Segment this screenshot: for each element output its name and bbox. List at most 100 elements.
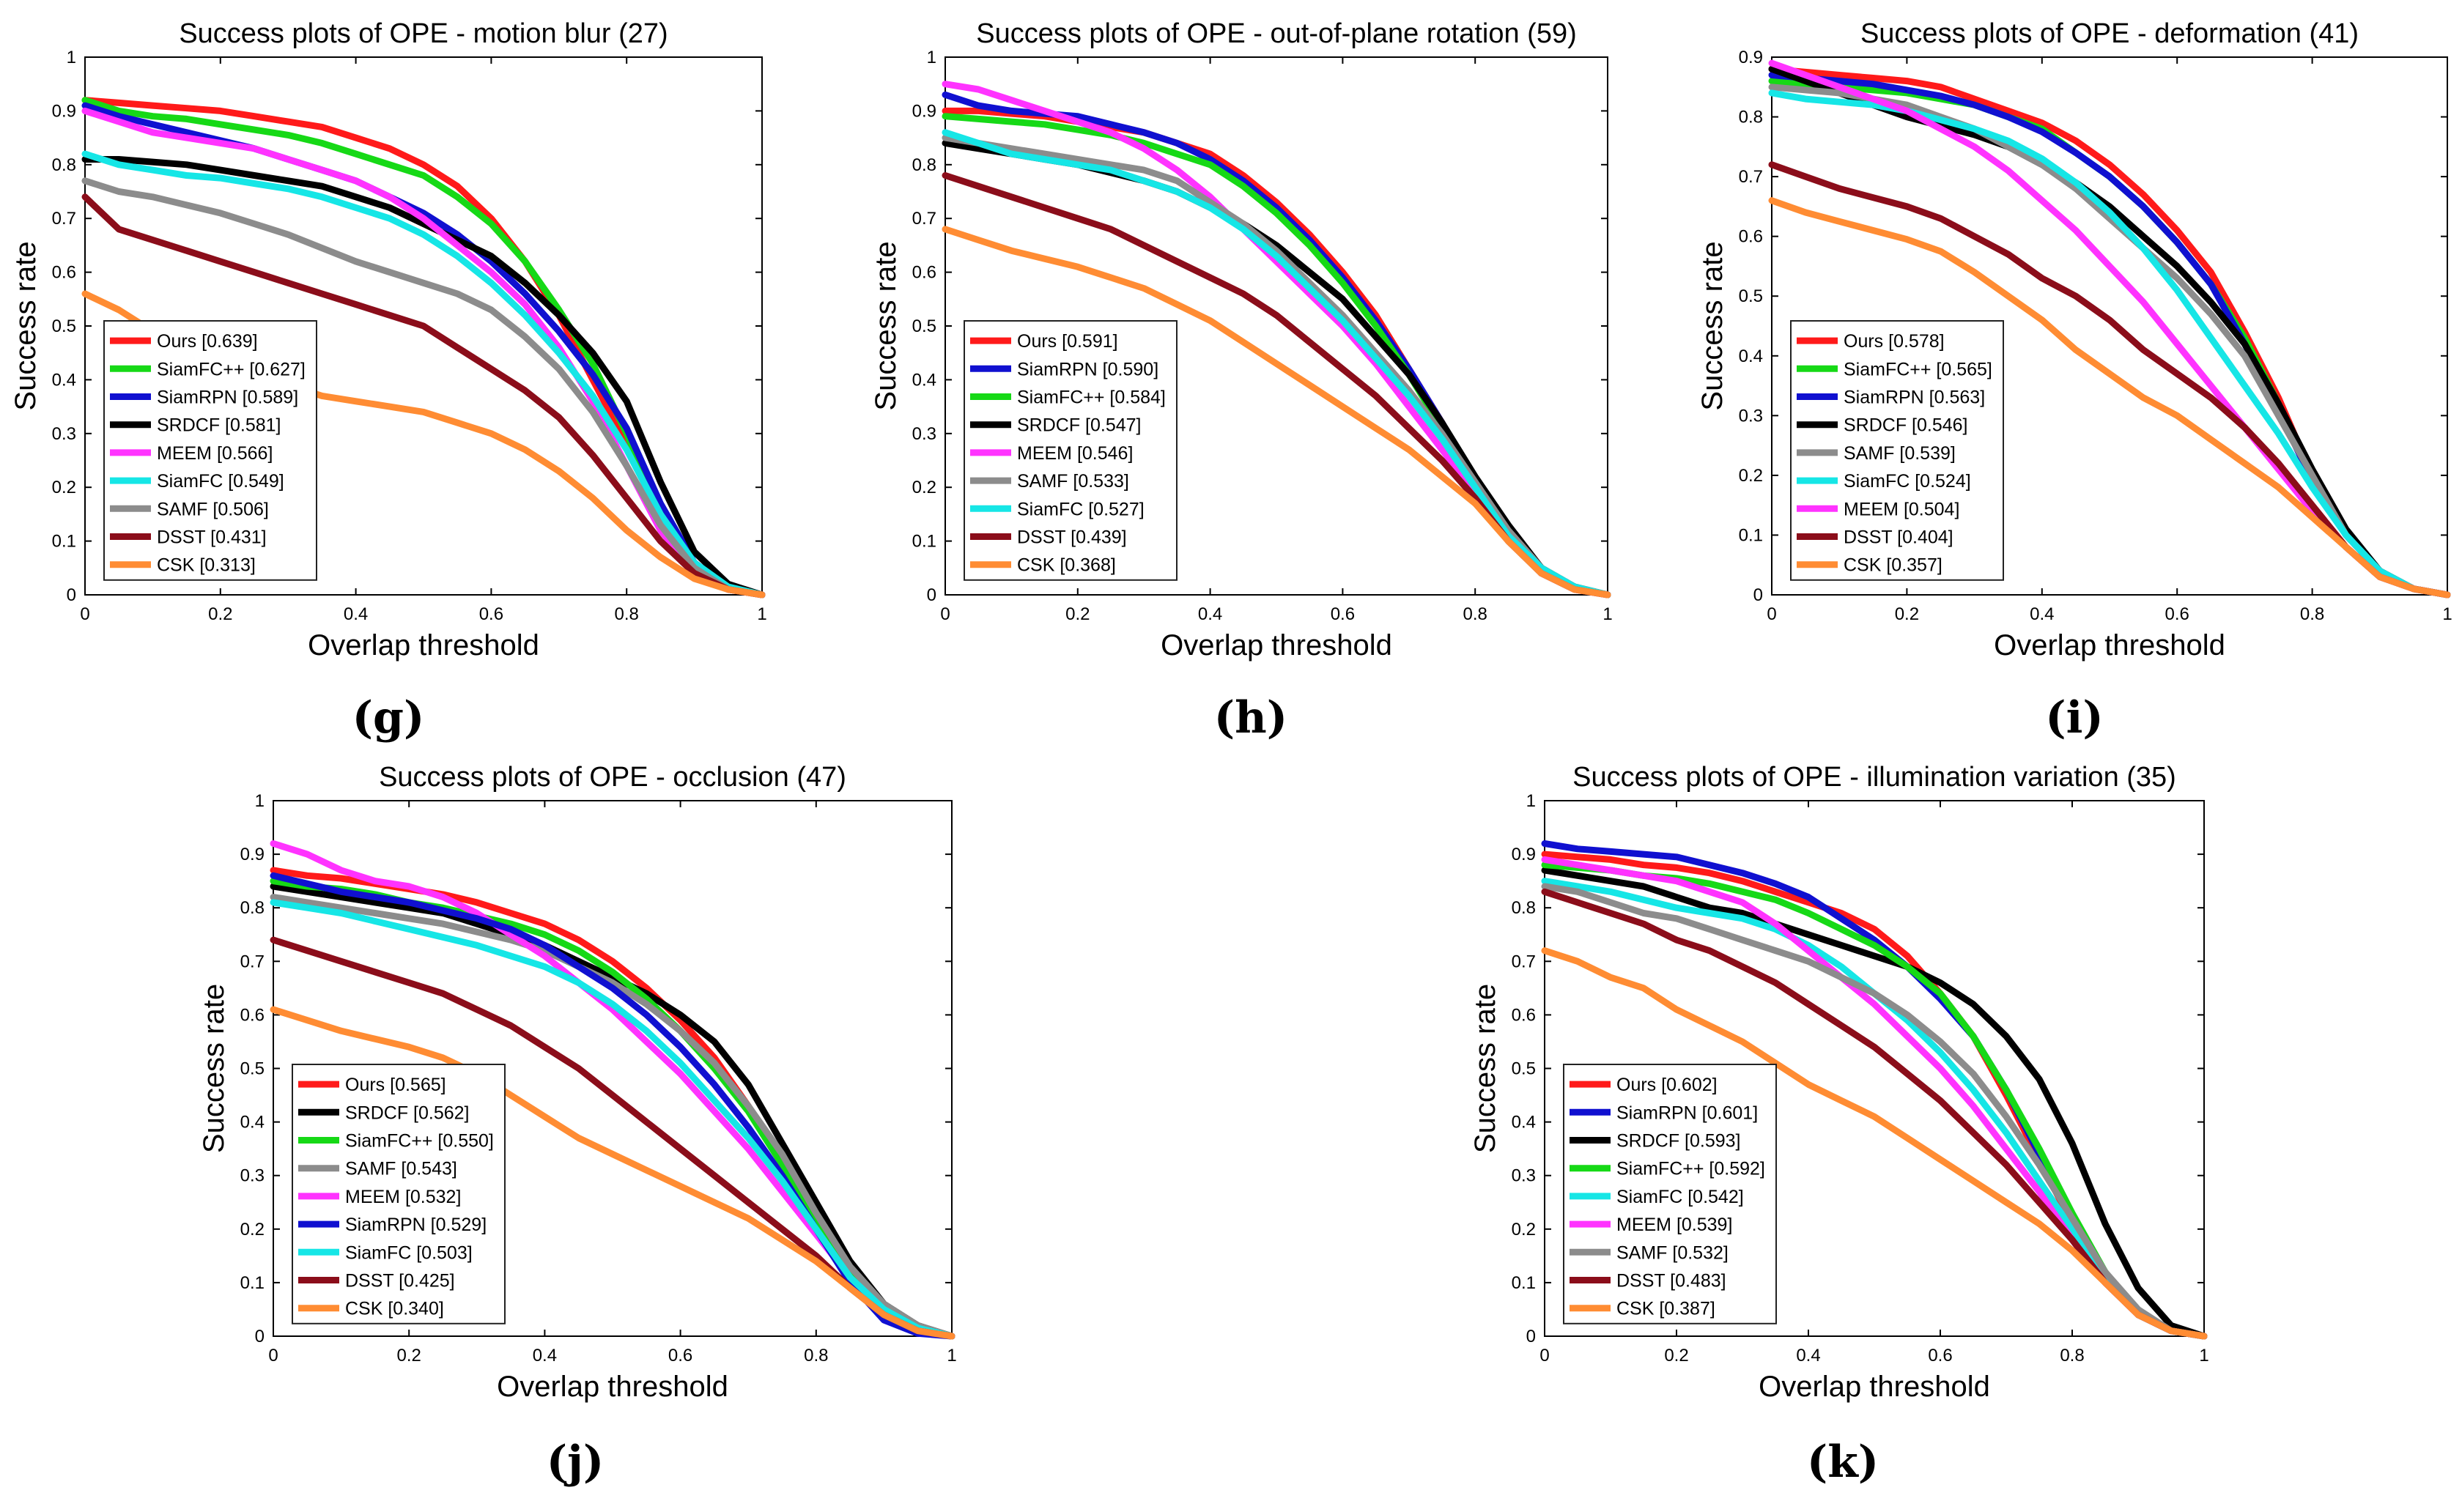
legend-item: SAMF [0.506] (110, 499, 269, 519)
legend-label: SRDCF [0.593] (1616, 1131, 1741, 1152)
chart-panel-k: 0 0.1 0.2 0.3 0.4 0.5 0.6 0.7 0.8 0.9 1 0 0.2 0.4 0.6 0… (1469, 762, 2209, 1403)
x-tick-label: 0.6 (2165, 604, 2189, 624)
y-tick-label: 0.4 (912, 370, 936, 390)
legend-label: SAMF [0.532] (1616, 1242, 1729, 1263)
y-tick-label: 0.1 (1512, 1273, 1536, 1293)
y-tick-label: 0.9 (52, 101, 76, 121)
y-axis-label: Success rate (1696, 241, 1729, 410)
legend-label: SiamRPN [0.590] (1017, 359, 1158, 379)
legend-label: SiamFC [0.503] (345, 1242, 473, 1263)
y-tick-label: 0 (927, 585, 936, 605)
chart-title: Success plots of OPE - occlusion (47) (379, 762, 846, 793)
x-tick-label: 1 (2442, 604, 2452, 624)
legend-label: SiamFC++ [0.550] (345, 1131, 494, 1152)
y-tick-label: 0.6 (240, 1005, 265, 1025)
legend-label: CSK [0.357] (1844, 555, 1942, 576)
legend-item: DSST [0.404] (1797, 527, 1953, 548)
x-tick-label: 0 (80, 604, 89, 624)
legend-item: SiamRPN [0.563] (1797, 388, 1985, 408)
y-tick-label: 0.6 (1739, 227, 1763, 247)
legend-item: SRDCF [0.581] (110, 415, 281, 436)
series-line-csk (1541, 947, 2208, 1340)
y-tick-label: 0 (67, 585, 76, 605)
x-tick-label: 0 (940, 604, 950, 624)
y-axis-label: Success rate (198, 984, 230, 1153)
legend-label: Ours [0.602] (1616, 1075, 1718, 1095)
legend-item: MEEM [0.532] (298, 1187, 461, 1207)
x-axis-label: Overlap threshold (1759, 1371, 1990, 1403)
x-tick-label: 0.8 (615, 604, 639, 624)
legend-item: SiamFC [0.542] (1570, 1187, 1744, 1207)
x-axis-label: Overlap threshold (497, 1371, 728, 1403)
legend-label: SiamFC++ [0.565] (1844, 359, 1992, 379)
y-tick-label: 0.7 (52, 209, 76, 229)
legend-item: SRDCF [0.546] (1797, 415, 1968, 436)
legend-label: SiamFC [0.524] (1844, 471, 1971, 492)
series-line-srdcf (81, 156, 766, 598)
panel-label: (h) (1214, 692, 1287, 744)
legend-label: CSK [0.387] (1616, 1299, 1715, 1319)
legend-label: MEEM [0.539] (1616, 1215, 1732, 1235)
legend: Ours [0.578] SiamFC++ [0.565] SiamRPN [0.5… (1790, 320, 2004, 581)
series-line-csk (1768, 197, 2451, 598)
y-tick-label: 0.8 (240, 898, 265, 918)
y-tick-label: 0.1 (912, 532, 936, 552)
y-tick-label: 0.4 (1739, 346, 1763, 366)
y-tick-label: 0.3 (52, 424, 76, 444)
legend-label: DSST [0.431] (157, 527, 267, 548)
legend-label: SAMF [0.539] (1844, 443, 1956, 464)
legend-item: MEEM [0.504] (1797, 499, 1959, 519)
legend-item: CSK [0.387] (1570, 1299, 1715, 1319)
legend-item: SiamFC++ [0.584] (970, 388, 1166, 408)
legend-item: SiamRPN [0.529] (298, 1215, 487, 1235)
y-tick-label: 0 (255, 1327, 265, 1346)
x-tick-label: 0.2 (1895, 604, 1919, 624)
legend-label: SiamFC [0.549] (157, 471, 284, 492)
series-line-dsst (81, 193, 766, 598)
legend-label: Ours [0.578] (1844, 331, 1945, 352)
legend-item: CSK [0.368] (970, 555, 1116, 576)
legend-label: SiamFC++ [0.584] (1017, 388, 1166, 408)
x-axis-label: Overlap threshold (308, 629, 539, 662)
y-tick-label: 0.2 (52, 478, 76, 497)
x-tick-label: 0.8 (804, 1346, 828, 1365)
legend-item: SiamRPN [0.590] (970, 359, 1158, 379)
legend-item: SiamFC++ [0.550] (298, 1131, 494, 1152)
legend-label: MEEM [0.546] (1017, 443, 1133, 464)
legend-label: SRDCF [0.562] (345, 1102, 470, 1123)
chart-title: Success plots of OPE - illumination vari… (1572, 762, 2176, 793)
y-tick-label: 0.8 (1512, 898, 1536, 918)
y-tick-label: 0 (1753, 585, 1763, 605)
legend-item: SAMF [0.532] (1570, 1242, 1729, 1263)
chart-title: Success plots of OPE - out-of-plane rota… (976, 18, 1577, 49)
x-tick-label: 0.6 (1331, 604, 1355, 624)
legend-item: SiamFC [0.503] (298, 1242, 473, 1263)
y-axis-label: Success rate (1469, 984, 1501, 1153)
legend-item: SRDCF [0.593] (1570, 1131, 1741, 1152)
legend-label: DSST [0.404] (1844, 527, 1953, 548)
x-axis-label: Overlap threshold (1994, 629, 2225, 662)
y-tick-label: 0.2 (1512, 1220, 1536, 1239)
y-tick-label: 0.2 (912, 478, 936, 497)
x-tick-label: 0 (268, 1346, 278, 1365)
x-tick-label: 1 (2199, 1346, 2208, 1365)
x-tick-label: 0.8 (2300, 604, 2324, 624)
legend-item: SRDCF [0.562] (298, 1102, 470, 1123)
x-tick-label: 0.2 (208, 604, 232, 624)
y-tick-label: 0.6 (912, 263, 936, 283)
legend-item: SAMF [0.533] (970, 471, 1129, 492)
chart-panel-h: 0 0.1 0.2 0.3 0.4 0.5 0.6 0.7 0.8 0.9 1 0 0.2 0.4 0.6 0… (870, 18, 1613, 662)
y-tick-label: 1 (67, 48, 76, 67)
legend-item: SAMF [0.539] (1797, 443, 1956, 464)
legend-item: Ours [0.591] (970, 331, 1118, 352)
legend-label: Ours [0.591] (1017, 331, 1118, 352)
series-line-samf (81, 177, 766, 598)
legend-label: SiamFC [0.542] (1616, 1187, 1744, 1207)
legend-label: MEEM [0.566] (157, 443, 273, 464)
y-tick-label: 0.9 (240, 845, 265, 864)
y-tick-label: 1 (1526, 791, 1536, 811)
x-tick-label: 0 (1767, 604, 1776, 624)
legend-label: SiamRPN [0.589] (157, 388, 298, 408)
y-tick-label: 0.3 (1512, 1166, 1536, 1186)
